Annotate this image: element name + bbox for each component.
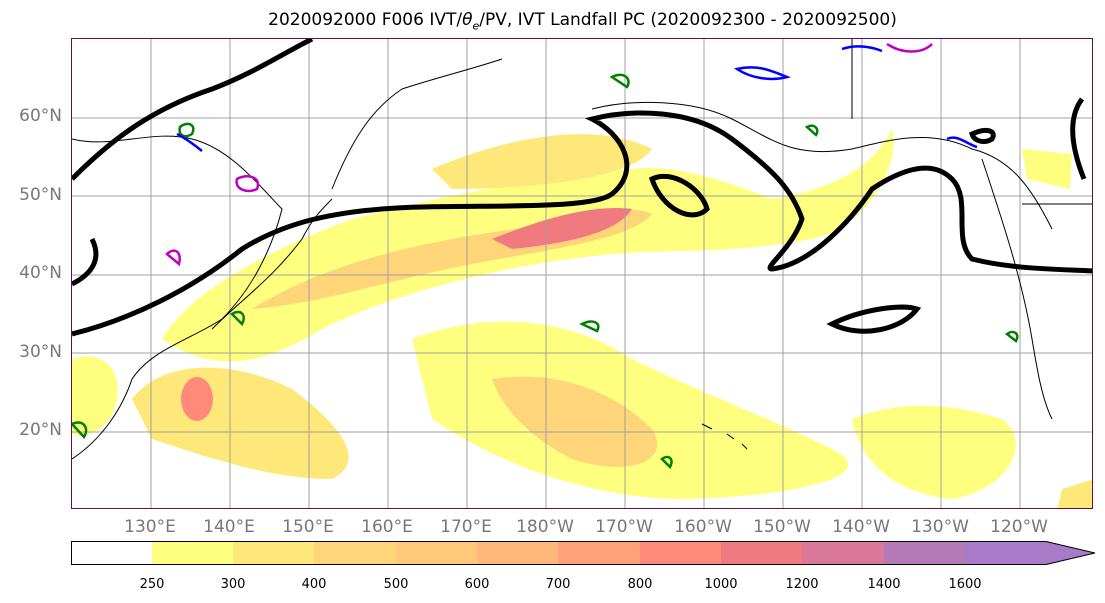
lon-label-170e: 170°E bbox=[440, 517, 492, 537]
lat-label-40n: 40°N bbox=[19, 263, 62, 283]
colorbar-bin-10 bbox=[884, 541, 965, 565]
coastlines bbox=[72, 39, 1092, 460]
ivt-shading bbox=[72, 129, 1092, 508]
landfall-contour-west bbox=[72, 237, 99, 287]
colorbar-tick-1000: 1000 bbox=[704, 577, 738, 592]
colorbar-bin-2 bbox=[233, 541, 314, 565]
lat-label-20n: 20°N bbox=[19, 420, 62, 440]
ivt-north bbox=[432, 134, 652, 189]
ivt-core-west bbox=[181, 377, 213, 421]
pv-blue-1 bbox=[733, 66, 791, 81]
figure-title: 2020092000 F006 IVT/θe/PV, IVT Landfall … bbox=[268, 10, 897, 33]
lon-label-180w: 180°W bbox=[516, 517, 574, 537]
pv-green-8 bbox=[804, 124, 819, 137]
colorbar-bin-0 bbox=[71, 541, 152, 565]
na-west-coast bbox=[981, 158, 1053, 420]
landfall-contours bbox=[72, 39, 1092, 337]
colorbar-bin-6 bbox=[558, 541, 640, 565]
pv-green-5 bbox=[72, 421, 88, 440]
pv-green-4 bbox=[660, 455, 673, 470]
pv-blue-2 bbox=[176, 132, 203, 152]
landfall-contour-east bbox=[1070, 97, 1087, 180]
lon-label-140w: 140°W bbox=[832, 517, 890, 537]
pv-green-2 bbox=[230, 310, 245, 327]
landfall-contour-ellipse bbox=[826, 304, 922, 334]
lat-label-50n: 50°N bbox=[19, 185, 62, 205]
lon-label-160e: 160°E bbox=[361, 517, 413, 537]
lon-label-130e: 130°E bbox=[124, 517, 176, 537]
colorbar-bin-9 bbox=[802, 541, 884, 565]
lon-label-170w: 170°W bbox=[595, 517, 653, 537]
ivt-edge-west bbox=[72, 356, 118, 436]
ivt-ne-patch bbox=[1022, 149, 1072, 189]
ivt-tropical-east bbox=[852, 405, 1016, 499]
pv-green-3 bbox=[579, 320, 600, 333]
pv-magenta-1 bbox=[235, 175, 260, 193]
landfall-contour-nw bbox=[72, 39, 314, 181]
lat-label-30n: 30°N bbox=[19, 342, 62, 362]
lon-label-140e: 140°E bbox=[203, 517, 255, 537]
colorbar-tick-1400: 1400 bbox=[867, 577, 901, 592]
asia-coast bbox=[72, 135, 283, 460]
pv-magenta-2 bbox=[165, 249, 181, 267]
pv-blue-4 bbox=[841, 45, 883, 53]
hawaii-islands bbox=[701, 423, 748, 450]
lon-label-150e: 150°E bbox=[282, 517, 334, 537]
ivt-tropical-center-inner bbox=[492, 376, 658, 468]
colorbar-tick-1200: 1200 bbox=[785, 577, 819, 592]
lon-label-120w: 120°W bbox=[990, 517, 1048, 537]
colorbar-bin-7 bbox=[640, 541, 721, 565]
colorbar-bin-5 bbox=[477, 541, 558, 565]
colorbar-tick-250: 250 bbox=[139, 577, 165, 592]
lon-label-150w: 150°W bbox=[753, 517, 811, 537]
ivt-tropical-west bbox=[132, 367, 349, 479]
colorbar-tick-800: 800 bbox=[627, 577, 653, 592]
ivt-max bbox=[492, 208, 632, 249]
gridlines bbox=[72, 39, 1092, 508]
pv-green-7 bbox=[609, 73, 630, 89]
colorbar-tick-500: 500 bbox=[383, 577, 409, 592]
colorbar-tick-700: 700 bbox=[545, 577, 571, 592]
colorbar-bin-1 bbox=[152, 541, 233, 565]
map-panel bbox=[71, 38, 1093, 509]
map-canvas bbox=[72, 39, 1092, 508]
lat-label-60n: 60°N bbox=[19, 106, 62, 126]
lon-label-160w: 160°W bbox=[674, 517, 732, 537]
pv-magenta-3 bbox=[886, 42, 933, 53]
colorbar-tick-600: 600 bbox=[464, 577, 490, 592]
landfall-contour-small bbox=[969, 127, 996, 144]
colorbar-tick-300: 300 bbox=[220, 577, 246, 592]
pv-contours bbox=[72, 42, 1019, 470]
lon-label-130w: 130°W bbox=[911, 517, 969, 537]
pv-green-6 bbox=[1004, 330, 1019, 343]
colorbar-tick-400: 400 bbox=[301, 577, 327, 592]
colorbar bbox=[71, 541, 1096, 565]
ivt-tropical-center bbox=[412, 321, 849, 499]
colorbar-bin-3 bbox=[314, 541, 396, 565]
japan-coast bbox=[211, 198, 333, 330]
colorbar-bin-4 bbox=[396, 541, 477, 565]
pv-green-1 bbox=[178, 122, 195, 138]
kamchatka-coast bbox=[331, 58, 503, 190]
pv-blue-3 bbox=[946, 136, 978, 149]
colorbar-extend-arrow bbox=[965, 541, 1095, 565]
colorbar-outline bbox=[71, 541, 1096, 565]
ivt-bottom-right bbox=[1057, 479, 1092, 508]
landfall-contour-main bbox=[72, 110, 1092, 337]
colorbar-tick-1600: 1600 bbox=[948, 577, 982, 592]
colorbar-bin-8 bbox=[721, 541, 802, 565]
landfall-contour-loop bbox=[648, 173, 710, 218]
alaska-coast bbox=[591, 101, 1053, 230]
